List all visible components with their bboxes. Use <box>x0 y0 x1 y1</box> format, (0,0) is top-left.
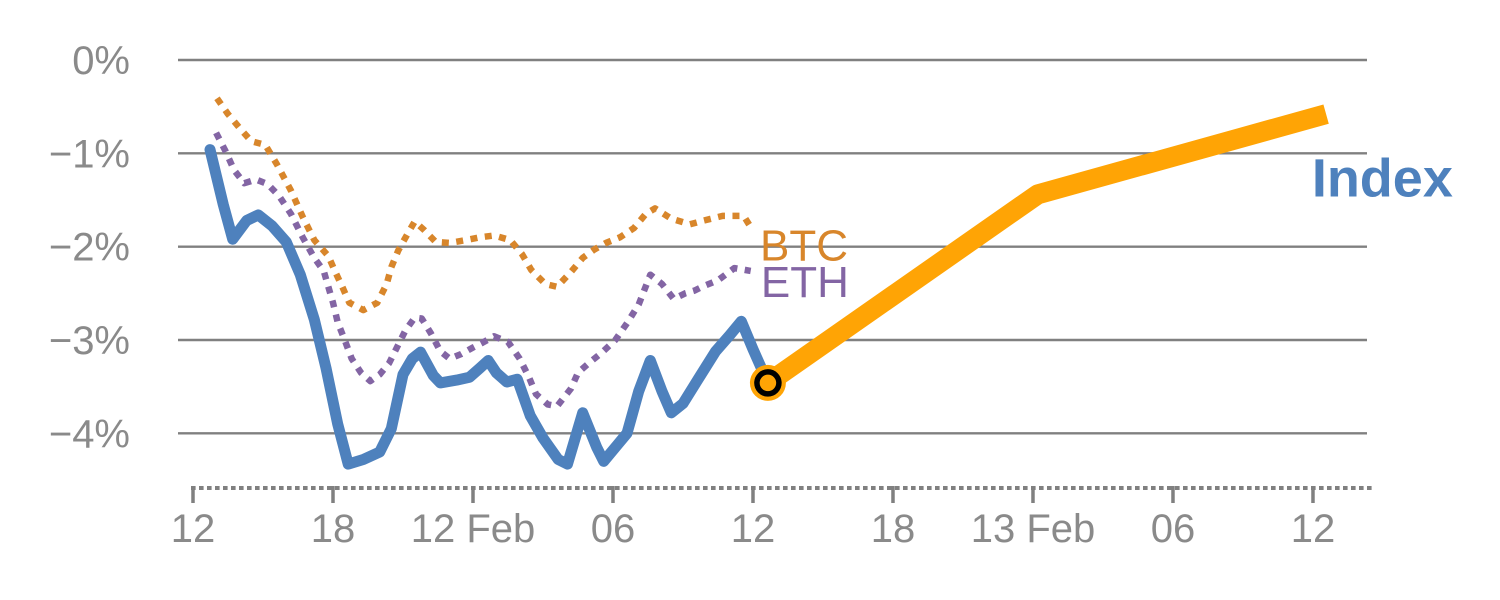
current-point-marker-ring <box>754 369 782 397</box>
index-projection-line <box>762 104 1329 392</box>
y-axis-label: 0% <box>72 39 130 83</box>
x-axis-label: 12 <box>1291 507 1336 551</box>
x-axis-label: 12 <box>171 507 216 551</box>
index-label: Index <box>1312 148 1453 208</box>
eth-line <box>213 131 752 410</box>
y-axis-label: −3% <box>49 319 130 363</box>
x-axis-label: 18 <box>871 507 916 551</box>
x-axis-label: 12 Feb <box>411 507 536 551</box>
x-axis-label: 06 <box>591 507 636 551</box>
x-axis-label: 06 <box>1151 507 1196 551</box>
y-axis-label: −2% <box>49 226 130 270</box>
y-axis-label: −1% <box>49 132 130 176</box>
btc-label: BTC <box>760 222 848 271</box>
index-line <box>204 144 774 470</box>
y-axis-label: −4% <box>49 412 130 456</box>
btc-line <box>214 96 756 314</box>
x-axis-label: 18 <box>311 507 356 551</box>
eth-label: ETH <box>761 258 849 307</box>
x-axis-label: 12 <box>731 507 776 551</box>
x-axis-label: 13 Feb <box>971 507 1096 551</box>
